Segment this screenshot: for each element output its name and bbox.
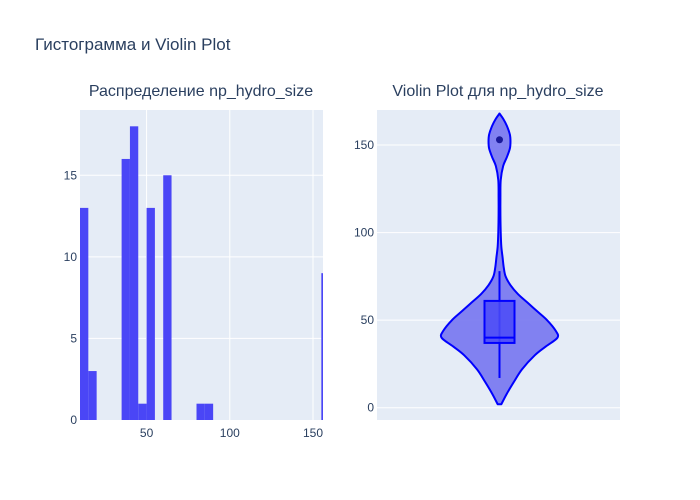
histogram-bar[interactable]: [321, 273, 323, 420]
figure-title: Гистограмма и Violin Plot: [35, 35, 231, 54]
violin-y-tick-label: 100: [354, 226, 374, 240]
histogram-y-tick-label: 10: [64, 250, 78, 264]
violin-y-tick-label: 50: [361, 313, 375, 327]
histogram-bar[interactable]: [138, 403, 147, 420]
histogram-bar[interactable]: [88, 371, 97, 420]
histogram-x-tick-label: 50: [140, 426, 154, 440]
histogram-plot-area[interactable]: [80, 110, 323, 420]
violin-outlier-point[interactable]: [496, 136, 503, 144]
histogram-bar[interactable]: [163, 175, 172, 420]
histogram-bar[interactable]: [196, 403, 205, 420]
histogram-bar[interactable]: [121, 158, 130, 420]
violin-box[interactable]: [483, 299, 516, 344]
histogram-x-tick-label: 150: [303, 426, 323, 440]
violin-body-group: [439, 112, 560, 406]
histogram-x-tick-label: 100: [220, 426, 240, 440]
histogram-bars: [80, 126, 323, 420]
histogram-y-tick-label: 5: [70, 331, 77, 345]
violin-y-tick-label: 0: [367, 401, 374, 415]
violin-y-tick-label: 150: [354, 138, 374, 152]
histogram-y-tick-label: 0: [70, 413, 77, 427]
histogram-bar[interactable]: [129, 126, 139, 420]
histogram-bar[interactable]: [146, 207, 155, 420]
histogram-bar[interactable]: [80, 207, 89, 420]
histogram-bar[interactable]: [204, 403, 214, 420]
violin-y-ticks: 0 50 100 150: [354, 138, 374, 415]
histogram-title: Распределение np_hydro_size: [89, 83, 313, 100]
violin-title: Violin Plot для np_hydro_size: [392, 83, 603, 100]
violin-shape[interactable]: [439, 112, 560, 406]
histogram-subplot: Распределение np_hydro_size 50 100 150 0 5 1…: [64, 83, 324, 440]
histogram-y-tick-label: 15: [64, 168, 78, 182]
histogram-x-ticks: 50 100 150: [140, 426, 323, 440]
histogram-y-ticks: 0 5 10 15: [64, 168, 78, 427]
violin-subplot: Violin Plot для np_hydro_size 0 50 100 150: [354, 83, 620, 420]
